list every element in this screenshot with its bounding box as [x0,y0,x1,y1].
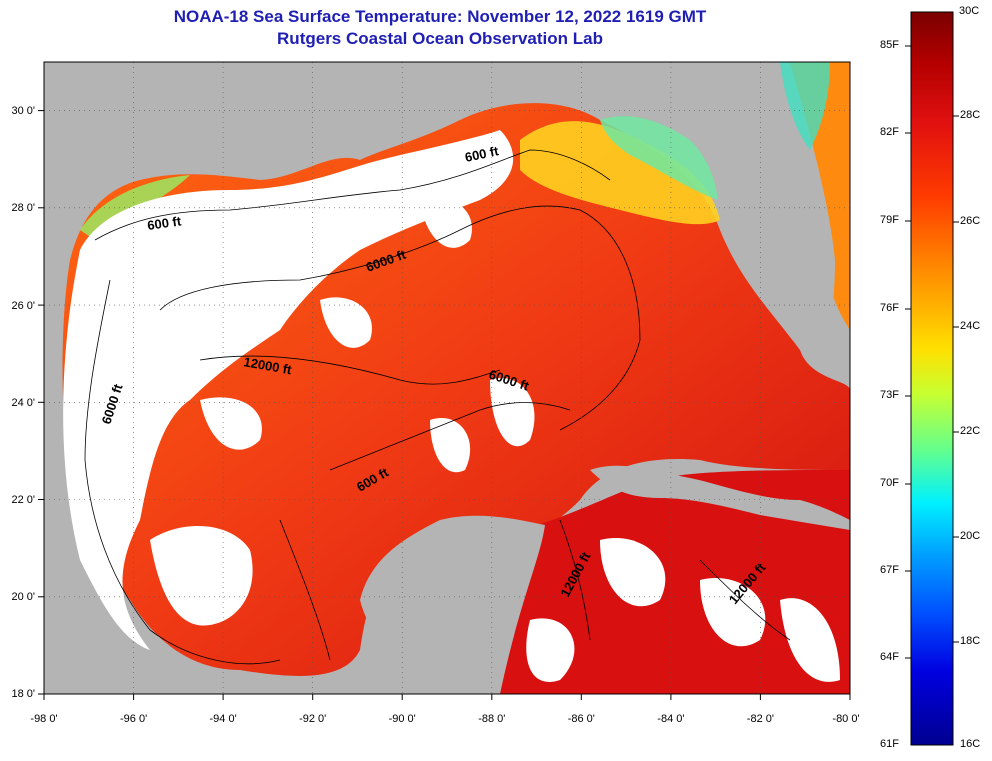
x-tick-label: -96 0' [120,713,147,725]
colorbar-celsius-label: 28C [960,109,981,121]
y-tick-label: 28 0' [11,202,35,214]
x-tick-label: -90 0' [389,713,416,725]
y-tick-label: 22 0' [11,494,35,506]
colorbar-celsius-label: 26C [960,215,981,227]
colorbar-fahrenheit-label: 70F [880,477,899,489]
north-shelf-cool [520,121,720,225]
north-shelf-cold [600,116,718,200]
cloud-cover [63,130,840,682]
bathymetry-contours [84,149,791,665]
y-tick-label: 24 0' [11,397,35,409]
colorbar-fahrenheit-label: 67F [880,564,899,576]
colorbar-ticks [905,45,959,659]
map-subtitle: Rutgers Coastal Ocean Observation Lab [277,29,603,48]
colorbar-fahrenheit-label: 73F [880,389,899,401]
colorbar-fahrenheit-label: 79F [880,214,899,226]
colorbar-min-fahrenheit: 61F [880,738,899,750]
colorbar [910,11,954,746]
map-title: NOAA-18 Sea Surface Temperature: Novembe… [173,7,707,26]
lat-lon-grid [44,62,850,694]
colorbar-celsius-label: 22C [960,425,981,437]
colorbar-celsius-label: 18C [960,635,981,647]
colorbar-celsius-label: 20C [960,530,981,542]
y-tick-label: 30 0' [11,105,35,117]
colorbar-fahrenheit-label: 76F [880,302,899,314]
colorbar-fahrenheit-label: 64F [880,651,899,663]
colorbar-celsius-label: 24C [960,320,981,332]
atlantic-cold [780,62,830,150]
contour-label-600ft-west: 600 ft [146,213,182,233]
map-frame [43,61,851,695]
x-tick-label: -88 0' [478,713,505,725]
colorbar-max-celsius: 30C [959,5,980,17]
colorbar-fahrenheit-label: 85F [880,39,899,51]
colorbar-min-celsius: 16C [960,738,981,750]
x-tick-label: -86 0' [568,713,595,725]
x-tick-label: -84 0' [657,713,684,725]
x-tick-label: -98 0' [30,713,57,725]
x-tick-label: -82 0' [747,713,774,725]
y-tick-label: 18 0' [11,688,35,700]
axis-ticks [38,110,851,700]
x-tick-label: -94 0' [210,713,237,725]
x-tick-label: -92 0' [299,713,326,725]
x-tick-label: -80 0' [832,713,859,725]
colorbar-fahrenheit-label: 82F [880,126,899,138]
y-tick-label: 20 0' [11,591,35,603]
yucatan-land [360,515,545,694]
contour-label-600ft-north: 600 ft [464,143,501,165]
cuba-land [590,465,850,530]
y-tick-label: 26 0' [11,300,35,312]
florida-land [700,62,835,360]
